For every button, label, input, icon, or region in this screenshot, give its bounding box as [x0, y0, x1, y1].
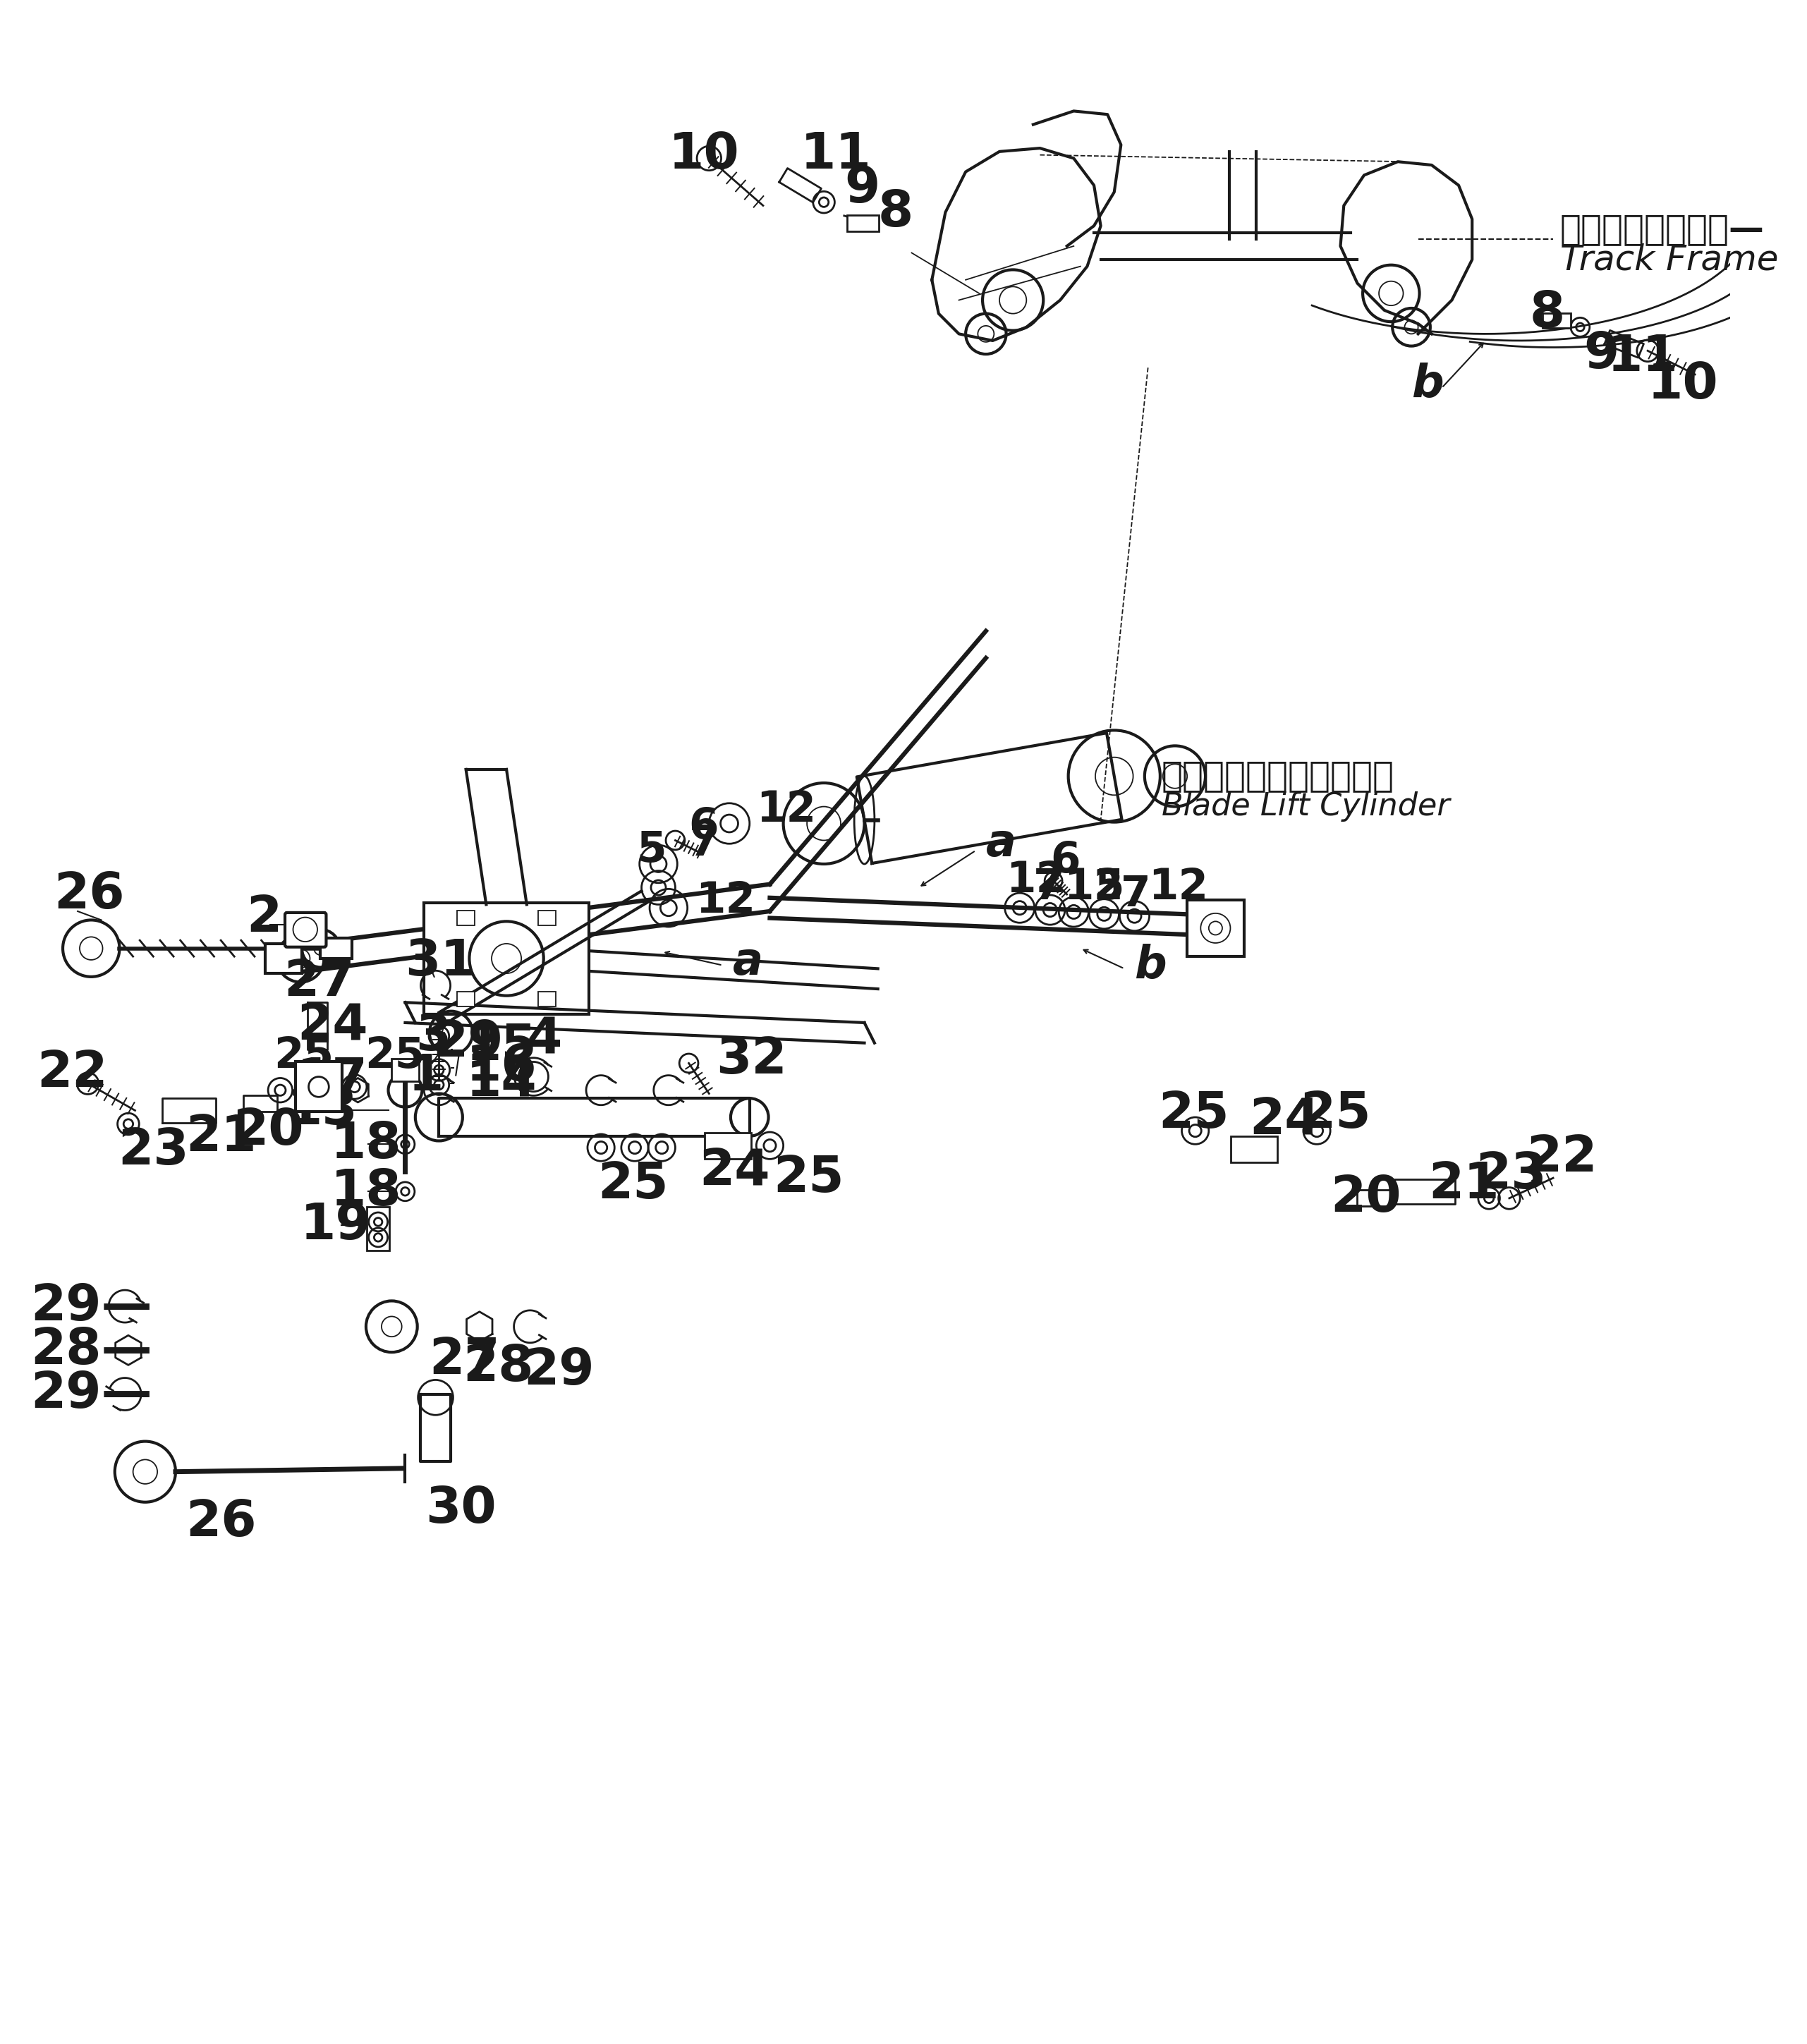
- Text: 12: 12: [1064, 867, 1124, 908]
- Text: 29—: 29—: [31, 1282, 152, 1331]
- Text: 12: 12: [1006, 861, 1066, 901]
- Text: 29: 29: [432, 1018, 502, 1067]
- Text: 24: 24: [296, 1002, 369, 1051]
- Text: 20: 20: [233, 1106, 304, 1155]
- Text: 8: 8: [878, 188, 913, 237]
- FancyBboxPatch shape: [457, 910, 475, 926]
- Text: 21: 21: [1428, 1161, 1500, 1210]
- Text: 13: 13: [287, 1085, 358, 1134]
- FancyBboxPatch shape: [425, 903, 589, 1014]
- Text: 28—: 28—: [31, 1327, 152, 1374]
- Text: 27: 27: [428, 1337, 501, 1384]
- Text: 18: 18: [331, 1167, 401, 1216]
- Text: 32: 32: [716, 1036, 786, 1083]
- Text: Track Frame: Track Frame: [1559, 243, 1778, 276]
- Text: 22: 22: [1527, 1134, 1597, 1181]
- Text: 28: 28: [463, 1343, 533, 1392]
- Text: b: b: [1135, 944, 1167, 987]
- Text: 25: 25: [1299, 1089, 1372, 1139]
- Text: Blade Lift Cylinder: Blade Lift Cylinder: [1162, 791, 1449, 822]
- Text: 20: 20: [1330, 1173, 1400, 1222]
- Text: 25: 25: [365, 1036, 425, 1077]
- Text: 31: 31: [405, 938, 477, 987]
- FancyBboxPatch shape: [320, 938, 352, 959]
- Text: 26: 26: [186, 1498, 257, 1547]
- Text: 12: 12: [1147, 867, 1209, 908]
- Text: 29: 29: [524, 1347, 595, 1394]
- Text: 26: 26: [54, 871, 125, 918]
- Text: 3: 3: [416, 1012, 450, 1061]
- FancyBboxPatch shape: [847, 215, 878, 231]
- Text: 7: 7: [1120, 873, 1151, 916]
- Text: 11: 11: [1606, 333, 1679, 382]
- Text: 8: 8: [1529, 290, 1565, 337]
- Text: 11: 11: [801, 131, 871, 180]
- Text: 23: 23: [1476, 1151, 1547, 1200]
- Text: 2: 2: [246, 893, 282, 942]
- Text: 25: 25: [273, 1036, 334, 1077]
- Text: 25: 25: [773, 1153, 844, 1202]
- Text: 10: 10: [1648, 360, 1718, 409]
- Text: 14: 14: [466, 1057, 537, 1106]
- Text: 17: 17: [296, 1057, 369, 1104]
- FancyBboxPatch shape: [266, 944, 302, 973]
- Text: 1: 1: [408, 1053, 445, 1102]
- FancyBboxPatch shape: [1187, 899, 1243, 957]
- Text: 16: 16: [466, 1042, 537, 1091]
- Text: 25: 25: [1158, 1089, 1229, 1139]
- FancyBboxPatch shape: [367, 1208, 390, 1251]
- FancyBboxPatch shape: [538, 991, 557, 1006]
- Text: 22: 22: [38, 1049, 108, 1098]
- FancyBboxPatch shape: [296, 1061, 342, 1112]
- Text: 7: 7: [688, 824, 719, 865]
- FancyBboxPatch shape: [392, 1059, 419, 1081]
- Text: a: a: [987, 822, 1016, 865]
- Text: 21: 21: [186, 1114, 257, 1161]
- Text: 24: 24: [1249, 1096, 1321, 1145]
- FancyBboxPatch shape: [457, 991, 475, 1006]
- Text: 5: 5: [636, 830, 667, 871]
- Text: 5: 5: [1093, 867, 1124, 908]
- Text: 6: 6: [1050, 840, 1081, 881]
- FancyBboxPatch shape: [1231, 1136, 1278, 1163]
- Text: 15: 15: [466, 1022, 537, 1071]
- Text: 29—: 29—: [31, 1369, 152, 1419]
- FancyBboxPatch shape: [286, 912, 325, 946]
- Text: a: a: [732, 940, 763, 983]
- FancyBboxPatch shape: [538, 910, 557, 926]
- Text: 18: 18: [331, 1120, 401, 1169]
- Text: 12: 12: [696, 881, 755, 922]
- Text: b: b: [1411, 362, 1444, 407]
- Text: 7: 7: [1034, 867, 1063, 908]
- Text: トラックフレーム—: トラックフレーム—: [1559, 213, 1764, 245]
- Text: 12: 12: [757, 789, 817, 830]
- Text: 30: 30: [425, 1484, 497, 1533]
- Text: 24: 24: [699, 1147, 770, 1196]
- Text: 25: 25: [598, 1161, 669, 1210]
- Text: 4: 4: [526, 1016, 562, 1063]
- Text: 6: 6: [688, 805, 719, 848]
- Text: 9: 9: [844, 164, 880, 213]
- Text: 10: 10: [669, 131, 739, 180]
- Text: ブレードリフトシリンダ: ブレードリフトシリンダ: [1162, 758, 1395, 793]
- Text: 9: 9: [1583, 329, 1619, 378]
- FancyBboxPatch shape: [1543, 313, 1570, 327]
- Text: 27: 27: [284, 959, 354, 1006]
- Text: 19: 19: [300, 1202, 372, 1249]
- Text: 23: 23: [117, 1126, 190, 1175]
- FancyBboxPatch shape: [705, 1132, 752, 1159]
